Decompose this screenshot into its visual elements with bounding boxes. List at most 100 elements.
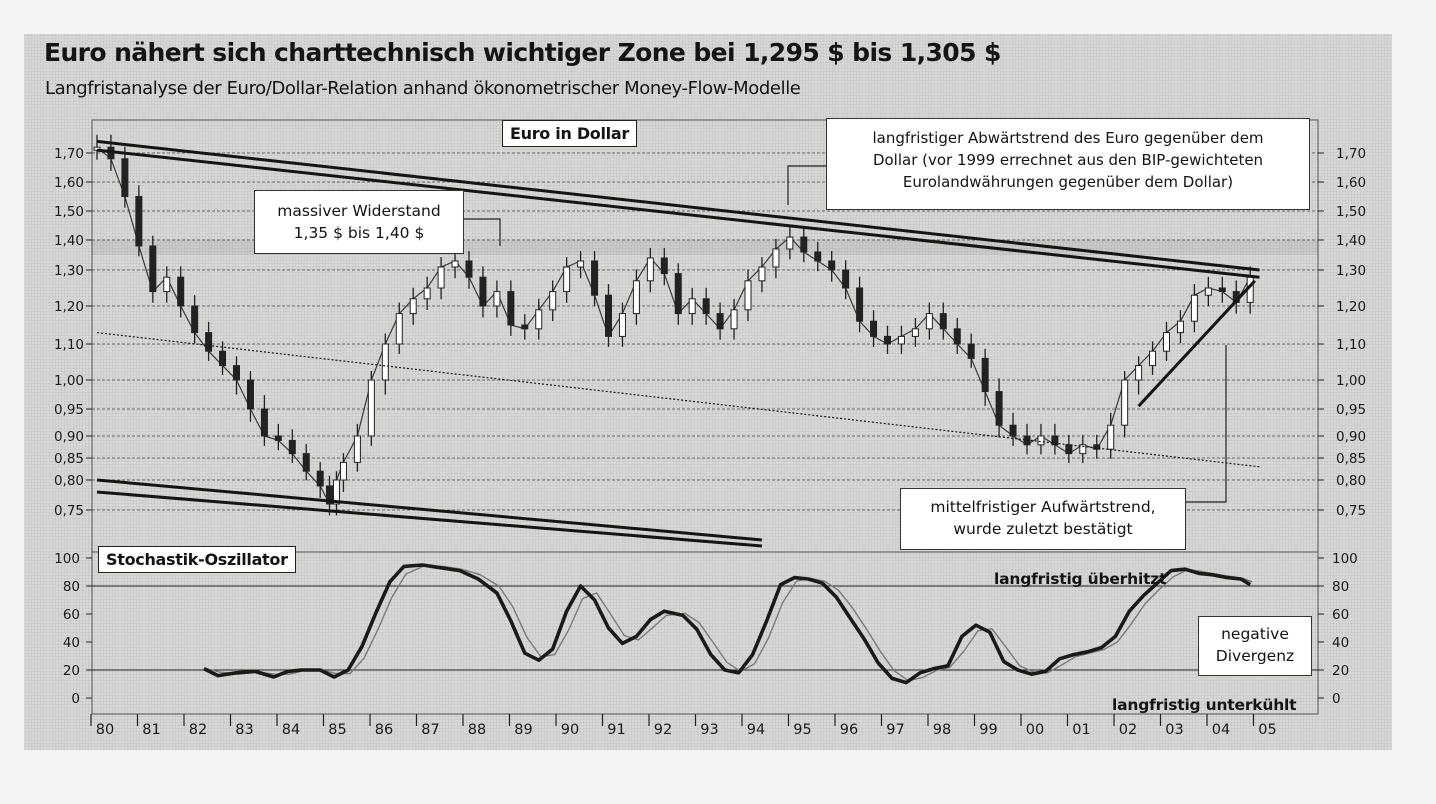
year-tick-label: 93 bbox=[700, 722, 718, 738]
oscillator-tick-label: 40 bbox=[63, 635, 80, 651]
price-candle bbox=[953, 328, 961, 345]
price-candle bbox=[870, 320, 878, 337]
price-candle bbox=[967, 343, 975, 359]
oscillator-tick-label: 20 bbox=[1332, 663, 1349, 679]
year-tick-label: 94 bbox=[747, 722, 765, 738]
price-candle bbox=[1176, 320, 1184, 334]
price-candle bbox=[981, 357, 989, 393]
price-tick-label: 0,90 bbox=[1336, 429, 1366, 445]
price-candle bbox=[423, 287, 431, 300]
year-tick-label: 95 bbox=[793, 722, 811, 738]
mid-trend-annotation-line: mittelfristiger Aufwärtstrend, bbox=[930, 498, 1156, 516]
price-candle bbox=[205, 332, 213, 352]
price-candle bbox=[233, 365, 240, 381]
price-candle bbox=[1107, 424, 1115, 450]
resistance-annotation-line: 1,35 $ bis 1,40 $ bbox=[293, 224, 425, 242]
price-candle bbox=[674, 273, 682, 315]
price-tick-label: 0,80 bbox=[1336, 473, 1366, 489]
year-tick-label: 88 bbox=[468, 722, 486, 738]
price-tick-label: 1,70 bbox=[1336, 146, 1366, 162]
oscillator-tick-label: 60 bbox=[1332, 607, 1349, 623]
price-candle bbox=[326, 485, 333, 505]
price-tick-label: 1,60 bbox=[1336, 175, 1366, 191]
price-candle bbox=[451, 260, 459, 268]
chart-subtitle: Langfristanalyse der Euro/Dollar-Relatio… bbox=[45, 78, 801, 99]
divergence-annotation-line: negative bbox=[1221, 625, 1289, 643]
price-candle bbox=[219, 350, 227, 367]
price-candle bbox=[1135, 365, 1143, 381]
oscillator-tick-label: 100 bbox=[54, 551, 80, 567]
price-candle bbox=[395, 313, 403, 345]
long-trend-pointer bbox=[787, 165, 826, 205]
price-candle bbox=[367, 379, 375, 437]
price-candle bbox=[381, 343, 389, 381]
price-candle bbox=[507, 291, 515, 326]
price-candle bbox=[191, 305, 199, 334]
price-candle bbox=[353, 435, 361, 463]
trendline bbox=[96, 139, 1260, 272]
year-tick-label: 96 bbox=[840, 722, 858, 738]
price-candle bbox=[939, 313, 947, 330]
price-candle bbox=[316, 470, 324, 487]
price-candle bbox=[925, 313, 933, 330]
price-candle bbox=[911, 328, 919, 337]
year-tick-label: 90 bbox=[561, 722, 579, 738]
price-candle bbox=[121, 158, 129, 198]
trendline bbox=[1137, 279, 1256, 408]
year-tick-label: 00 bbox=[1026, 722, 1044, 738]
price-candle bbox=[246, 379, 254, 410]
price-candle bbox=[479, 276, 487, 307]
price-tick-label: 1,30 bbox=[54, 263, 84, 279]
long-trend-annotation-line: Eurolandwährungen gegenüber dem Dollar) bbox=[902, 173, 1234, 191]
year-tick-label: 87 bbox=[421, 722, 439, 738]
price-candle bbox=[1037, 435, 1045, 446]
year-tick-label: 97 bbox=[886, 722, 904, 738]
price-candle bbox=[646, 257, 654, 282]
price-candle bbox=[995, 391, 1003, 426]
price-candle bbox=[465, 260, 473, 278]
price-candle bbox=[618, 313, 626, 337]
price-candle bbox=[856, 287, 864, 322]
divergence-annotation: negative Divergenz bbox=[1198, 616, 1312, 676]
price-tick-label: 1,20 bbox=[1336, 299, 1366, 315]
price-candle bbox=[521, 324, 529, 330]
price-candle bbox=[716, 313, 724, 330]
price-tick-label: 1,00 bbox=[1336, 373, 1366, 389]
overheated-label: langfristig überhitzt bbox=[994, 570, 1167, 588]
year-tick-label: 05 bbox=[1258, 722, 1276, 738]
price-tick-label: 1,60 bbox=[54, 175, 84, 191]
long-trend-annotation-line: Dollar (vor 1999 errechnet aus den BIP-g… bbox=[872, 151, 1264, 169]
price-candle bbox=[744, 280, 752, 311]
price-tick-label: 1,40 bbox=[1336, 233, 1366, 249]
price-candle bbox=[1051, 435, 1059, 446]
oscillator-tick-label: 20 bbox=[63, 663, 80, 679]
price-tick-label: 1,30 bbox=[1336, 263, 1366, 279]
year-tick-label: 91 bbox=[607, 722, 625, 738]
price-candle bbox=[332, 479, 340, 505]
price-candle bbox=[772, 248, 780, 268]
oscillator-tick-label: 0 bbox=[1332, 691, 1341, 707]
price-candle bbox=[409, 298, 417, 315]
price-candle bbox=[1079, 444, 1087, 455]
price-candle bbox=[800, 236, 808, 253]
price-candle bbox=[828, 260, 836, 271]
year-tick-label: 02 bbox=[1119, 722, 1137, 738]
price-candle bbox=[688, 298, 696, 315]
price-candle bbox=[702, 298, 710, 315]
year-tick-label: 99 bbox=[979, 722, 997, 738]
oscillator-line bbox=[203, 563, 1252, 685]
price-candle bbox=[549, 291, 557, 311]
price-candle bbox=[1121, 379, 1129, 426]
price-candle bbox=[842, 269, 850, 289]
year-tick-label: 01 bbox=[1072, 722, 1090, 738]
price-tick-label: 0,85 bbox=[1336, 451, 1366, 467]
chart-title: Euro nähert sich charttechnisch wichtige… bbox=[44, 38, 1001, 67]
price-candle bbox=[1009, 424, 1017, 437]
year-tick-label: 92 bbox=[654, 722, 672, 738]
year-tick-label: 84 bbox=[282, 722, 300, 738]
undercooled-label: langfristig unterkühlt bbox=[1112, 696, 1297, 714]
price-candle bbox=[339, 461, 347, 481]
price-candle bbox=[288, 439, 296, 455]
price-tick-label: 1,40 bbox=[54, 233, 84, 249]
price-candle bbox=[1163, 332, 1170, 352]
